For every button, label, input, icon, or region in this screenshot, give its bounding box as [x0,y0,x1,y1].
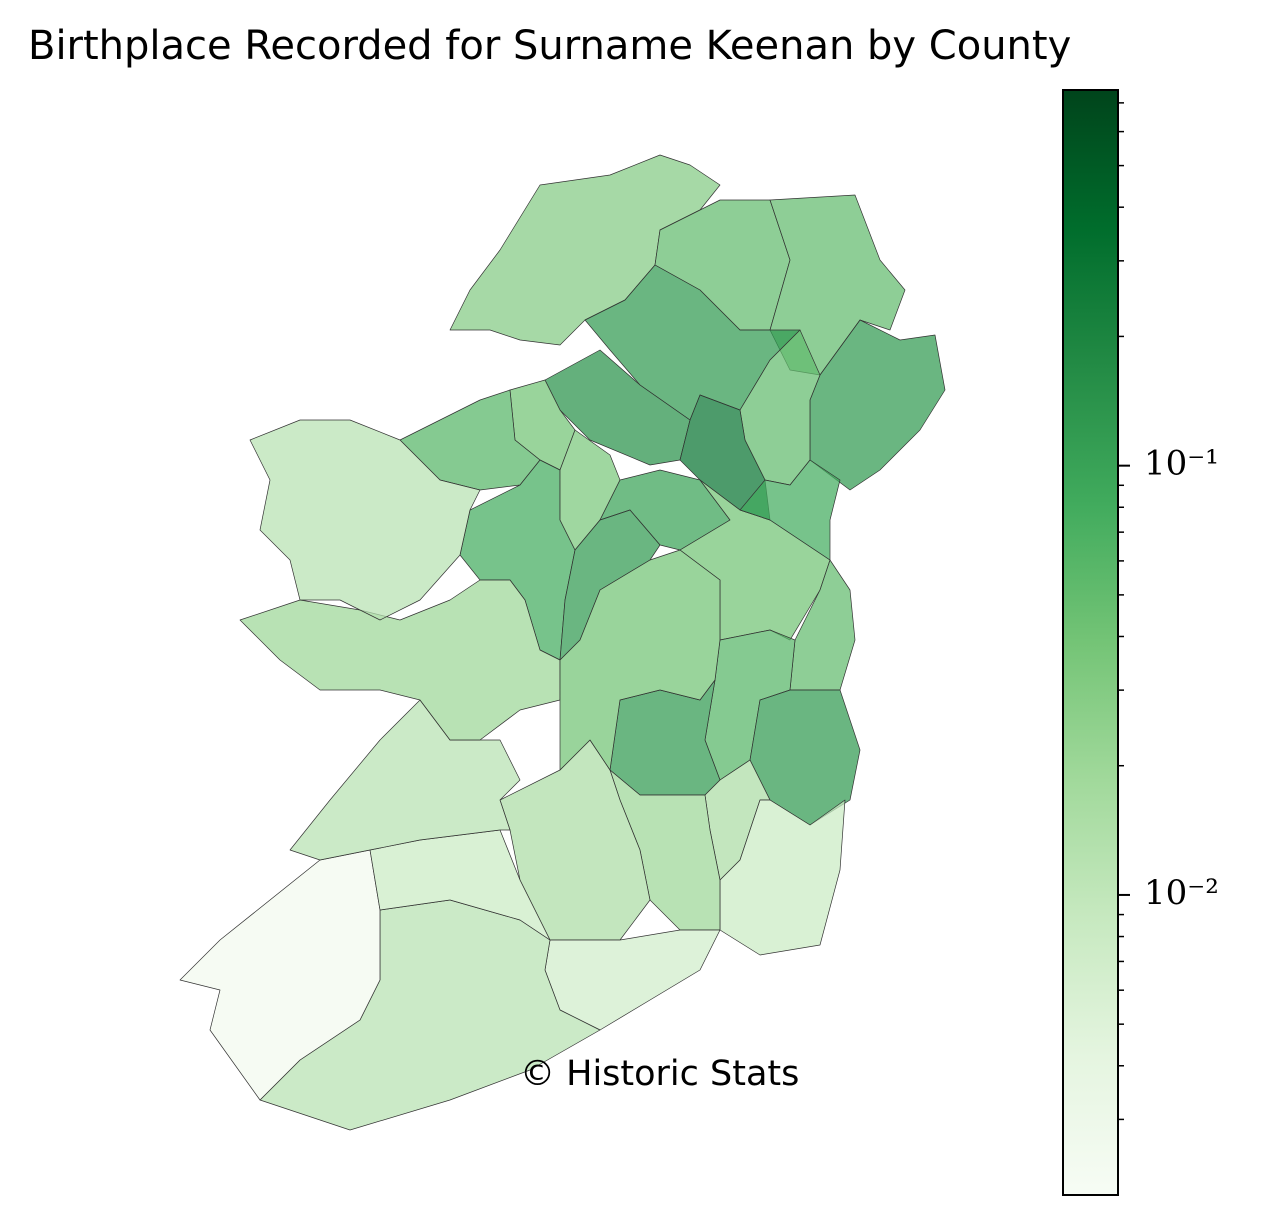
county [739,459,841,561]
tick-label: 10⁻² [1144,873,1219,913]
county [544,929,721,1031]
annotation: © Historic Stats [520,1054,799,1094]
county [559,549,721,771]
county [719,799,846,956]
map [179,154,946,1131]
colorbar-gradient [1062,89,1119,1196]
county [179,849,381,1101]
tick-label: 10⁻¹ [1144,444,1219,484]
colorbar: 10⁻¹ 10⁻² [1062,89,1219,1196]
county [249,419,481,621]
chart-title: Birthplace Recorded for Surname Keenan b… [28,23,1071,69]
